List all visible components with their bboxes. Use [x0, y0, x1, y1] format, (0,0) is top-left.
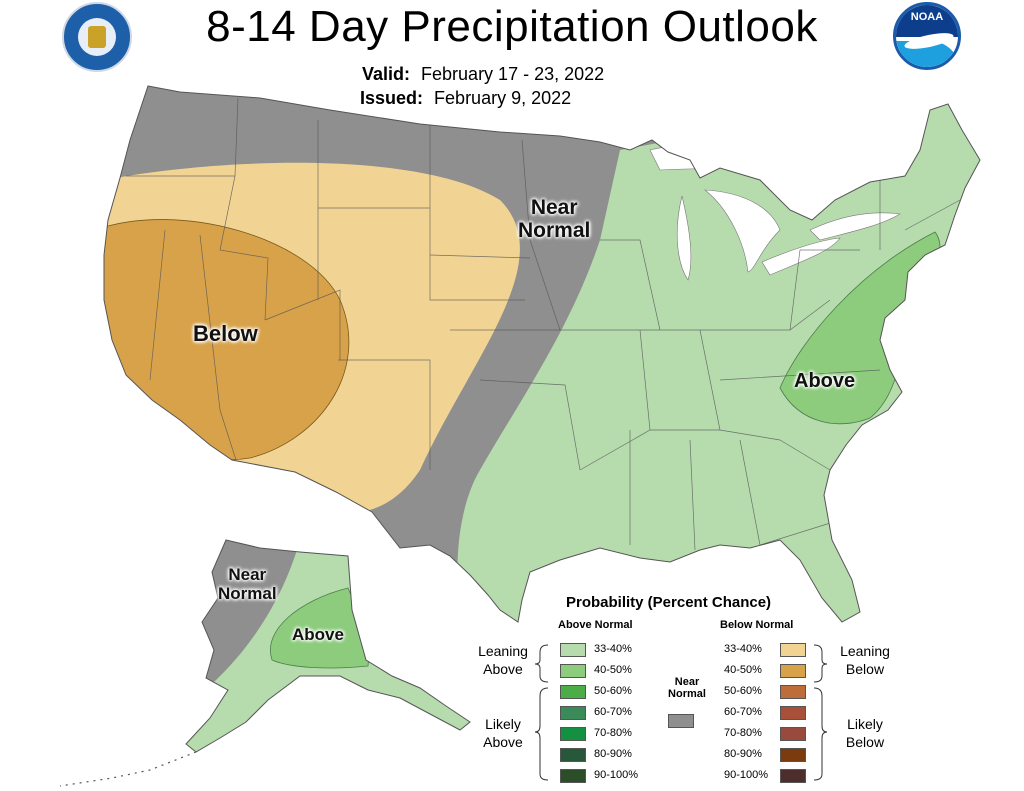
- legend-likely-below: Likely Below: [845, 716, 885, 750]
- legend-above-head: Above Normal: [558, 619, 633, 631]
- above-label-east: Above: [794, 370, 856, 392]
- legend-above-label-7: 90-100%: [594, 769, 639, 781]
- below-label: Below: [193, 321, 258, 346]
- legend-leaning-below: Leaning Below: [840, 643, 890, 677]
- legend-near-head: Near Normal: [668, 676, 706, 700]
- legend-below-swatch-7: [780, 769, 806, 783]
- legend-above-label-2: 40-50%: [594, 664, 632, 676]
- above-label-alaska: Above: [292, 625, 344, 644]
- issued-line: Issued: February 9, 2022: [360, 88, 571, 109]
- legend-below-label-6: 80-90%: [724, 748, 762, 760]
- valid-value: February 17 - 23, 2022: [421, 64, 605, 84]
- legend-above-swatch-3: [560, 685, 586, 699]
- legend-below-swatch-4: [780, 706, 806, 720]
- commerce-seal-icon: [62, 2, 132, 72]
- noaa-logo-icon: NOAA: [893, 2, 961, 70]
- legend-below-head: Below Normal: [720, 619, 794, 631]
- legend-above-swatch-5: [560, 727, 586, 741]
- legend-above-swatch-1: [560, 643, 586, 657]
- legend-above-label-3: 50-60%: [594, 685, 632, 697]
- legend-above-swatch-6: [560, 748, 586, 762]
- legend-likely-above: Likely Above: [483, 716, 523, 750]
- legend-above-label-1: 33-40%: [594, 643, 632, 655]
- noaa-logo-text: NOAA: [910, 11, 944, 23]
- legend-below-label-5: 70-80%: [724, 727, 762, 739]
- legend-above-swatch-2: [560, 664, 586, 678]
- map-title: 8-14 Day Precipitation Outlook: [206, 2, 818, 51]
- legend-below-label-3: 50-60%: [724, 685, 762, 697]
- legend-below-swatch-5: [780, 727, 806, 741]
- legend-below-label-4: 60-70%: [724, 706, 762, 718]
- legend-above-swatch-7: [560, 769, 586, 783]
- valid-label: Valid:: [362, 64, 411, 84]
- legend-below-swatch-2: [780, 664, 806, 678]
- legend-below-swatch-3: [780, 685, 806, 699]
- legend-near-swatch: [668, 714, 694, 728]
- legend-above-swatch-4: [560, 706, 586, 720]
- legend-below-swatch-6: [780, 748, 806, 762]
- legend-above-label-6: 80-90%: [594, 748, 632, 760]
- legend-below-swatch-1: [780, 643, 806, 657]
- legend-above-label-4: 60-70%: [594, 706, 632, 718]
- near-normal-label-conus: Near Normal: [518, 196, 591, 243]
- legend-below-label-2: 40-50%: [724, 664, 762, 676]
- legend-below-label-7: 90-100%: [724, 769, 769, 781]
- issued-label: Issued:: [360, 88, 424, 108]
- near-normal-label-alaska: Near Normal: [218, 565, 277, 603]
- legend-above-label-5: 70-80%: [594, 727, 632, 739]
- legend-below-label-1: 33-40%: [724, 643, 762, 655]
- legend-title: Probability (Percent Chance): [566, 594, 772, 611]
- issued-value: February 9, 2022: [434, 88, 572, 108]
- valid-line: Valid: February 17 - 23, 2022: [362, 64, 604, 85]
- legend-leaning-above: Leaning Above: [478, 643, 528, 677]
